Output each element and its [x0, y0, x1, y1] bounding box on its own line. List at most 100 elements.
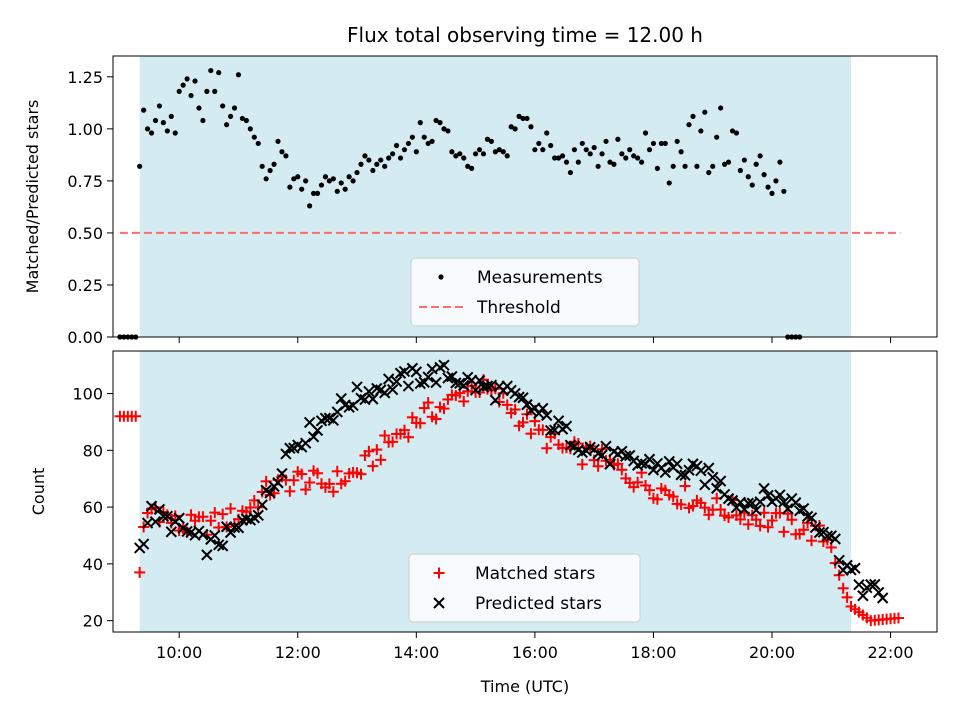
top-y-tick-label: 1.00 [67, 120, 103, 139]
matched-star-point [766, 514, 778, 526]
matched-star-point [667, 491, 679, 503]
measurement-point [204, 88, 210, 94]
matched-star-point [675, 499, 687, 511]
predicted-star-point [643, 453, 656, 465]
predicted-star-point [367, 393, 379, 405]
predicted-star-point [604, 458, 616, 470]
predicted-star-point [181, 525, 193, 538]
measurement-point [658, 140, 664, 147]
measurement-point [184, 76, 190, 82]
matched-star-point [371, 444, 383, 456]
measurement-point [251, 134, 257, 140]
legend-swatch-x [433, 597, 445, 609]
measurement-point [208, 67, 214, 74]
measurement-point [235, 72, 242, 78]
predicted-star-point [197, 528, 209, 541]
predicted-star-point [813, 526, 826, 539]
measurement-point [453, 153, 459, 159]
matched-star-point [786, 514, 798, 526]
measurement-point [330, 176, 336, 182]
predicted-star-point [805, 512, 818, 524]
measurement-point [307, 203, 313, 209]
predicted-star-point [537, 402, 549, 415]
measurement-point [666, 180, 672, 186]
predicted-star-point [307, 431, 320, 443]
measurement-point [358, 161, 364, 167]
measurement-point [694, 163, 700, 169]
matched-star-point [892, 612, 904, 624]
predicted-star-point [869, 578, 881, 591]
measurement-point [279, 149, 285, 155]
measurement-point [492, 149, 498, 155]
measurements-points [117, 67, 803, 340]
measurement-point [390, 151, 396, 157]
predicted-star-point [438, 359, 450, 371]
predicted-star-point [782, 503, 794, 515]
measurement-point [757, 153, 763, 159]
predicted-star-point [754, 496, 766, 508]
measurement-point [362, 153, 368, 159]
measurement-point [587, 151, 593, 157]
bottom-y-ticks: 20 40 60 80 100 [72, 385, 113, 631]
matched-star-point [217, 508, 229, 520]
matched-star-point [525, 428, 537, 440]
matched-star-point [438, 403, 450, 415]
matched-star-point [387, 436, 399, 448]
x-axis-label: Time (UTC) [480, 677, 569, 696]
measurement-point [291, 176, 297, 182]
predicted-star-point [758, 482, 770, 495]
measurement-point [690, 113, 696, 119]
predicted-star-point [675, 469, 687, 481]
top-y-tick-label: 0.50 [67, 224, 103, 243]
measurement-point [141, 107, 147, 113]
legend-label: Measurements [477, 268, 603, 288]
top-plot-frame [112, 55, 938, 338]
matched-star-point [612, 458, 624, 470]
predicted-star-point [299, 437, 312, 449]
matched-star-point [734, 513, 746, 525]
predicted-star-point [707, 471, 719, 483]
measurement-point [488, 138, 495, 144]
measurement-point [469, 165, 475, 171]
predicted-star-point [232, 522, 245, 534]
measurement-point [429, 138, 435, 144]
measurement-point [654, 165, 660, 171]
legend-swatch-dot [438, 274, 444, 280]
measurement-point [706, 169, 712, 176]
top-x-ticks [178, 337, 892, 343]
matched-star-point [715, 503, 727, 515]
matched-star-point [798, 524, 810, 536]
measurement-point [595, 163, 601, 169]
predicted-star-point [521, 398, 533, 411]
matched-star-point [256, 486, 268, 498]
predicted-star-point [157, 510, 170, 523]
matched-star-point [363, 445, 375, 457]
matched-star-point [509, 404, 521, 416]
measurement-point [354, 169, 360, 176]
measurement-point [216, 70, 222, 76]
measurement-point [188, 92, 194, 99]
predicted-star-point [209, 529, 221, 542]
bottom-x-tick-label: 22:00 [868, 643, 914, 662]
predicted-star-point [145, 500, 158, 512]
matched-star-point [185, 509, 197, 521]
measurement-point [540, 147, 546, 153]
top-y-ticks: 0.00 0.25 0.50 0.75 1.00 1.25 [67, 68, 113, 347]
bottom-x-tick-label: 10:00 [156, 643, 202, 662]
measurement-point [247, 126, 253, 132]
measurement-point [714, 134, 720, 140]
measurement-point [737, 167, 743, 174]
matched-star-point [406, 411, 418, 423]
predicted-stars-points [133, 359, 889, 604]
measurement-point [196, 105, 202, 111]
predicted-star-point [390, 375, 403, 388]
matched-star-point [778, 526, 790, 538]
predicted-star-point [363, 385, 375, 398]
predicted-star-point [774, 489, 786, 501]
measurement-point [417, 120, 423, 126]
top-legend: Measurements Threshold [410, 257, 640, 327]
matched-star-point [841, 591, 853, 603]
matched-star-point [837, 582, 849, 594]
predicted-star-point [382, 373, 395, 385]
